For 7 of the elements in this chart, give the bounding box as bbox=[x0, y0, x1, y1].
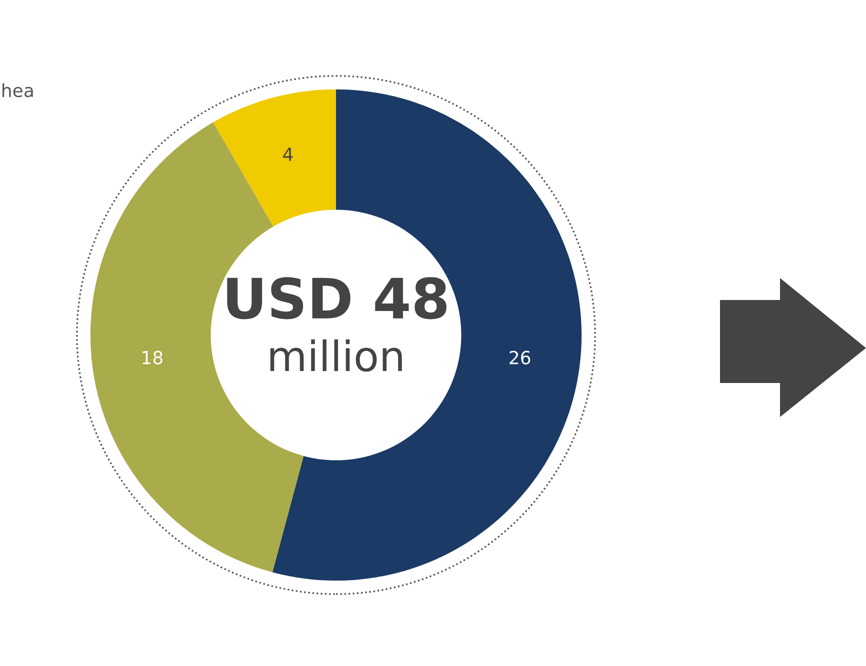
data-label: 4 bbox=[283, 148, 293, 161]
donut-slice bbox=[213, 89, 336, 227]
data-label: 26 bbox=[510, 350, 530, 364]
text: hea bbox=[2, 83, 33, 98]
text: USD 48 bbox=[227, 277, 447, 320]
data-label: 18 bbox=[142, 350, 162, 364]
text: million bbox=[270, 339, 402, 372]
